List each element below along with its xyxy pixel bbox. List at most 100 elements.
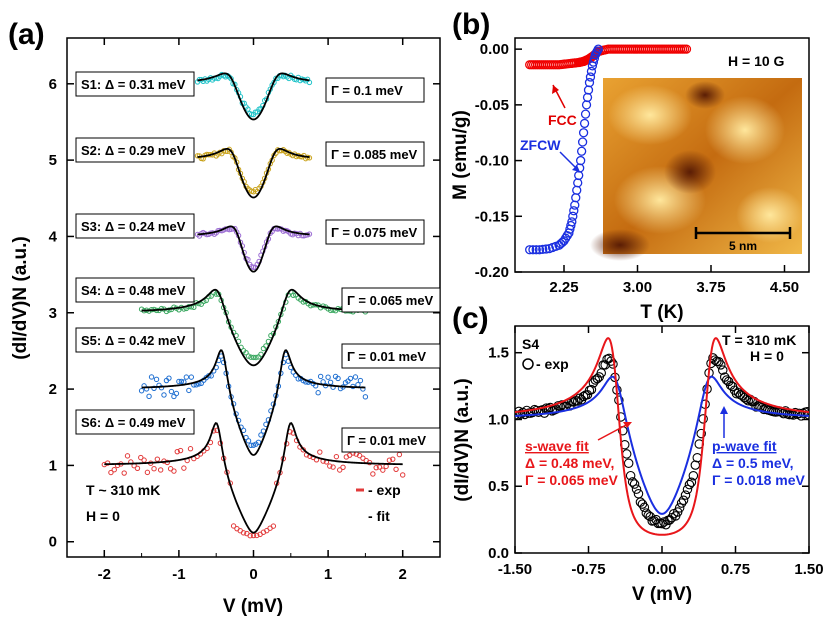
data-point [177,447,184,454]
data-point [273,75,279,82]
a-xtick-label: -1 [172,566,185,583]
data-point [584,77,595,88]
data-point [248,111,255,118]
data-point [111,467,117,473]
data-point [538,244,548,254]
data-point [306,155,313,161]
right-label-S1: Γ = 0.1 meV [325,77,425,103]
data-point [680,490,691,500]
data-point [181,465,187,471]
data-point [567,217,577,227]
fcc-label: FCC [548,112,577,128]
data-point [576,146,587,156]
data-point [569,206,579,216]
data-point [586,66,597,77]
data-point [357,377,364,384]
data-point [253,354,259,361]
data-point [396,451,403,458]
data-point [627,477,638,487]
panel-b-frame [514,37,810,273]
data-point [623,458,634,469]
pwave-delta: Δ = 0.5 meV, [712,455,794,471]
data-point [325,374,331,380]
data-point [629,479,640,489]
a-xtick-label: 0 [249,566,257,583]
data-point [400,472,406,478]
data-point [194,153,201,159]
data-point [171,468,177,474]
svg-text:S2: Δ = 0.29 meV: S2: Δ = 0.29 meV [81,143,186,158]
b-ytick-label: -0.10 [475,153,509,170]
data-point [743,396,753,406]
data-point [148,374,155,380]
data-point [158,385,165,391]
data-point [571,193,581,203]
data-point [352,374,359,380]
data-point [355,381,361,388]
panel-b-ylabel: M (emu/g) [450,110,471,200]
left-label-S6: S6: Δ = 0.49 meV [75,409,195,435]
svg-text:Γ = 0.075 meV: Γ = 0.075 meV [331,225,418,240]
data-point [580,109,591,119]
data-point [682,484,693,495]
c-xtick-label: 0.75 [721,561,750,578]
data-point [151,385,157,392]
a-ytick-label: 5 [49,152,57,169]
svg-text:Γ = 0.01 meV: Γ = 0.01 meV [347,433,426,448]
data-point [541,244,551,254]
data-point [581,100,592,110]
data-point [525,245,535,255]
b-xtick-label: 4.50 [770,279,799,296]
panel-a-field: H = 0 [86,508,120,524]
data-point [154,456,161,462]
data-point [582,92,593,103]
panel-c-sample: S4 [522,336,539,352]
c-ytick-label: 0.0 [488,545,509,562]
data-point [134,465,141,472]
svg-text:Γ = 0.065 meV: Γ = 0.065 meV [347,293,434,308]
fit-curve-S6 [104,422,403,534]
zfcw-label: ZFCW [520,137,561,153]
left-label-S4: S4: Δ = 0.48 meV [75,277,195,303]
data-point [245,106,251,112]
data-point [317,449,323,455]
c-ytick-label: 1.5 [488,345,509,362]
series-FCC [525,44,692,70]
data-point [317,373,324,380]
a-xtick-label: 2 [399,566,407,583]
data-point [146,393,152,400]
right-label-S6: Γ = 0.01 meV [341,427,441,453]
svg-text:Γ = 0.085 meV: Γ = 0.085 meV [331,147,418,162]
b-ytick-label: -0.05 [475,97,509,114]
data-point [572,185,582,195]
pwave-gamma: Γ = 0.018 meV [712,472,806,488]
fit-curve-S1 [197,72,310,121]
data-point [157,467,164,473]
panel-c-field: H = 0 [750,348,784,364]
panel-c-ylabel: (dI/dV)N (a.u.) [452,378,473,501]
fit-curve-S5 [141,349,366,456]
a-ytick-label: 1 [49,457,57,474]
right-label-S2: Γ = 0.085 meV [325,141,425,167]
svg-text:S1: Δ = 0.31 meV: S1: Δ = 0.31 meV [81,77,186,92]
svg-text:Γ = 0.01 meV: Γ = 0.01 meV [347,349,426,364]
data-point [376,464,383,470]
left-label-S5: S5: Δ = 0.42 meV [75,327,195,353]
data-point [183,374,190,380]
b-ytick-label: -0.20 [475,264,509,281]
c-xtick-label: -0.75 [571,561,605,578]
panel-b-field: H = 10 G [728,53,785,69]
data-point [686,477,697,488]
panel-a-xlabel: V (mV) [223,596,283,617]
data-point [347,375,354,382]
swave-title: s-wave fit [525,438,589,454]
data-point [716,360,726,370]
data-point [684,479,695,490]
a-xtick-label: -2 [98,566,111,583]
data-point [327,379,334,386]
data-point [247,533,253,539]
data-point [295,376,301,382]
data-point [166,375,172,381]
panel-c-exp: - exp [536,356,569,372]
